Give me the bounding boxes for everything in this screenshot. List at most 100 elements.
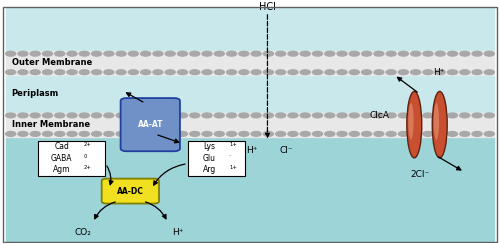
Circle shape xyxy=(165,132,175,136)
Bar xyxy=(6,8,494,51)
Circle shape xyxy=(214,70,224,75)
Circle shape xyxy=(30,132,40,136)
Circle shape xyxy=(484,132,494,136)
Circle shape xyxy=(42,132,52,136)
Circle shape xyxy=(484,113,494,118)
Circle shape xyxy=(350,132,360,136)
Circle shape xyxy=(398,51,408,56)
Circle shape xyxy=(92,113,102,118)
Circle shape xyxy=(276,132,285,136)
Ellipse shape xyxy=(407,92,422,158)
Circle shape xyxy=(325,51,335,56)
Text: 2Cl⁻: 2Cl⁻ xyxy=(410,170,429,179)
Circle shape xyxy=(190,70,200,75)
Circle shape xyxy=(239,51,249,56)
Bar xyxy=(188,141,245,176)
Circle shape xyxy=(448,132,458,136)
Circle shape xyxy=(239,113,249,118)
Text: Inner Membrane: Inner Membrane xyxy=(12,120,90,129)
Circle shape xyxy=(325,70,335,75)
Circle shape xyxy=(140,113,150,118)
Text: H⁺: H⁺ xyxy=(246,146,257,155)
Circle shape xyxy=(386,113,396,118)
Circle shape xyxy=(116,51,126,56)
Circle shape xyxy=(436,113,445,118)
Circle shape xyxy=(178,132,188,136)
Bar xyxy=(6,113,494,136)
Circle shape xyxy=(325,113,335,118)
Circle shape xyxy=(226,113,236,118)
Circle shape xyxy=(410,113,420,118)
Circle shape xyxy=(153,132,163,136)
Circle shape xyxy=(214,113,224,118)
Circle shape xyxy=(202,132,212,136)
Circle shape xyxy=(288,113,298,118)
Circle shape xyxy=(288,132,298,136)
Circle shape xyxy=(386,51,396,56)
Text: AA-DC: AA-DC xyxy=(117,187,144,196)
Circle shape xyxy=(55,51,64,56)
Circle shape xyxy=(472,132,482,136)
Circle shape xyxy=(300,113,310,118)
Circle shape xyxy=(362,70,372,75)
Circle shape xyxy=(42,113,52,118)
Circle shape xyxy=(30,113,40,118)
Text: Lys: Lys xyxy=(204,142,216,152)
Circle shape xyxy=(337,113,347,118)
Circle shape xyxy=(153,51,163,56)
Circle shape xyxy=(80,70,90,75)
Circle shape xyxy=(423,132,433,136)
Circle shape xyxy=(300,132,310,136)
Circle shape xyxy=(276,113,285,118)
Circle shape xyxy=(472,113,482,118)
Circle shape xyxy=(398,70,408,75)
Circle shape xyxy=(190,113,200,118)
Circle shape xyxy=(325,132,335,136)
Circle shape xyxy=(300,70,310,75)
Text: HCl: HCl xyxy=(259,2,276,12)
Circle shape xyxy=(80,51,90,56)
Circle shape xyxy=(484,70,494,75)
Circle shape xyxy=(202,51,212,56)
Circle shape xyxy=(6,132,16,136)
Circle shape xyxy=(410,70,420,75)
Circle shape xyxy=(153,113,163,118)
Circle shape xyxy=(30,70,40,75)
Circle shape xyxy=(226,132,236,136)
Text: CO₂: CO₂ xyxy=(74,228,92,237)
Text: Cad: Cad xyxy=(54,142,69,152)
Circle shape xyxy=(42,51,52,56)
Circle shape xyxy=(398,132,408,136)
Text: 2+: 2+ xyxy=(84,165,92,170)
Circle shape xyxy=(436,51,445,56)
Circle shape xyxy=(300,51,310,56)
Circle shape xyxy=(140,70,150,75)
Circle shape xyxy=(214,132,224,136)
Circle shape xyxy=(436,132,445,136)
Circle shape xyxy=(448,51,458,56)
Text: 1+: 1+ xyxy=(229,165,237,170)
Circle shape xyxy=(337,132,347,136)
Circle shape xyxy=(104,132,114,136)
Circle shape xyxy=(190,51,200,56)
Circle shape xyxy=(374,70,384,75)
Circle shape xyxy=(140,51,150,56)
Circle shape xyxy=(18,51,28,56)
Circle shape xyxy=(251,132,261,136)
Circle shape xyxy=(350,70,360,75)
Circle shape xyxy=(312,113,322,118)
Circle shape xyxy=(362,51,372,56)
Circle shape xyxy=(264,113,274,118)
Circle shape xyxy=(116,70,126,75)
Circle shape xyxy=(116,132,126,136)
Text: AA-AT: AA-AT xyxy=(138,120,163,129)
Circle shape xyxy=(226,51,236,56)
Circle shape xyxy=(386,70,396,75)
Circle shape xyxy=(460,70,470,75)
Circle shape xyxy=(312,132,322,136)
Circle shape xyxy=(67,113,77,118)
Circle shape xyxy=(67,132,77,136)
Circle shape xyxy=(264,70,274,75)
Circle shape xyxy=(18,113,28,118)
Circle shape xyxy=(6,51,16,56)
